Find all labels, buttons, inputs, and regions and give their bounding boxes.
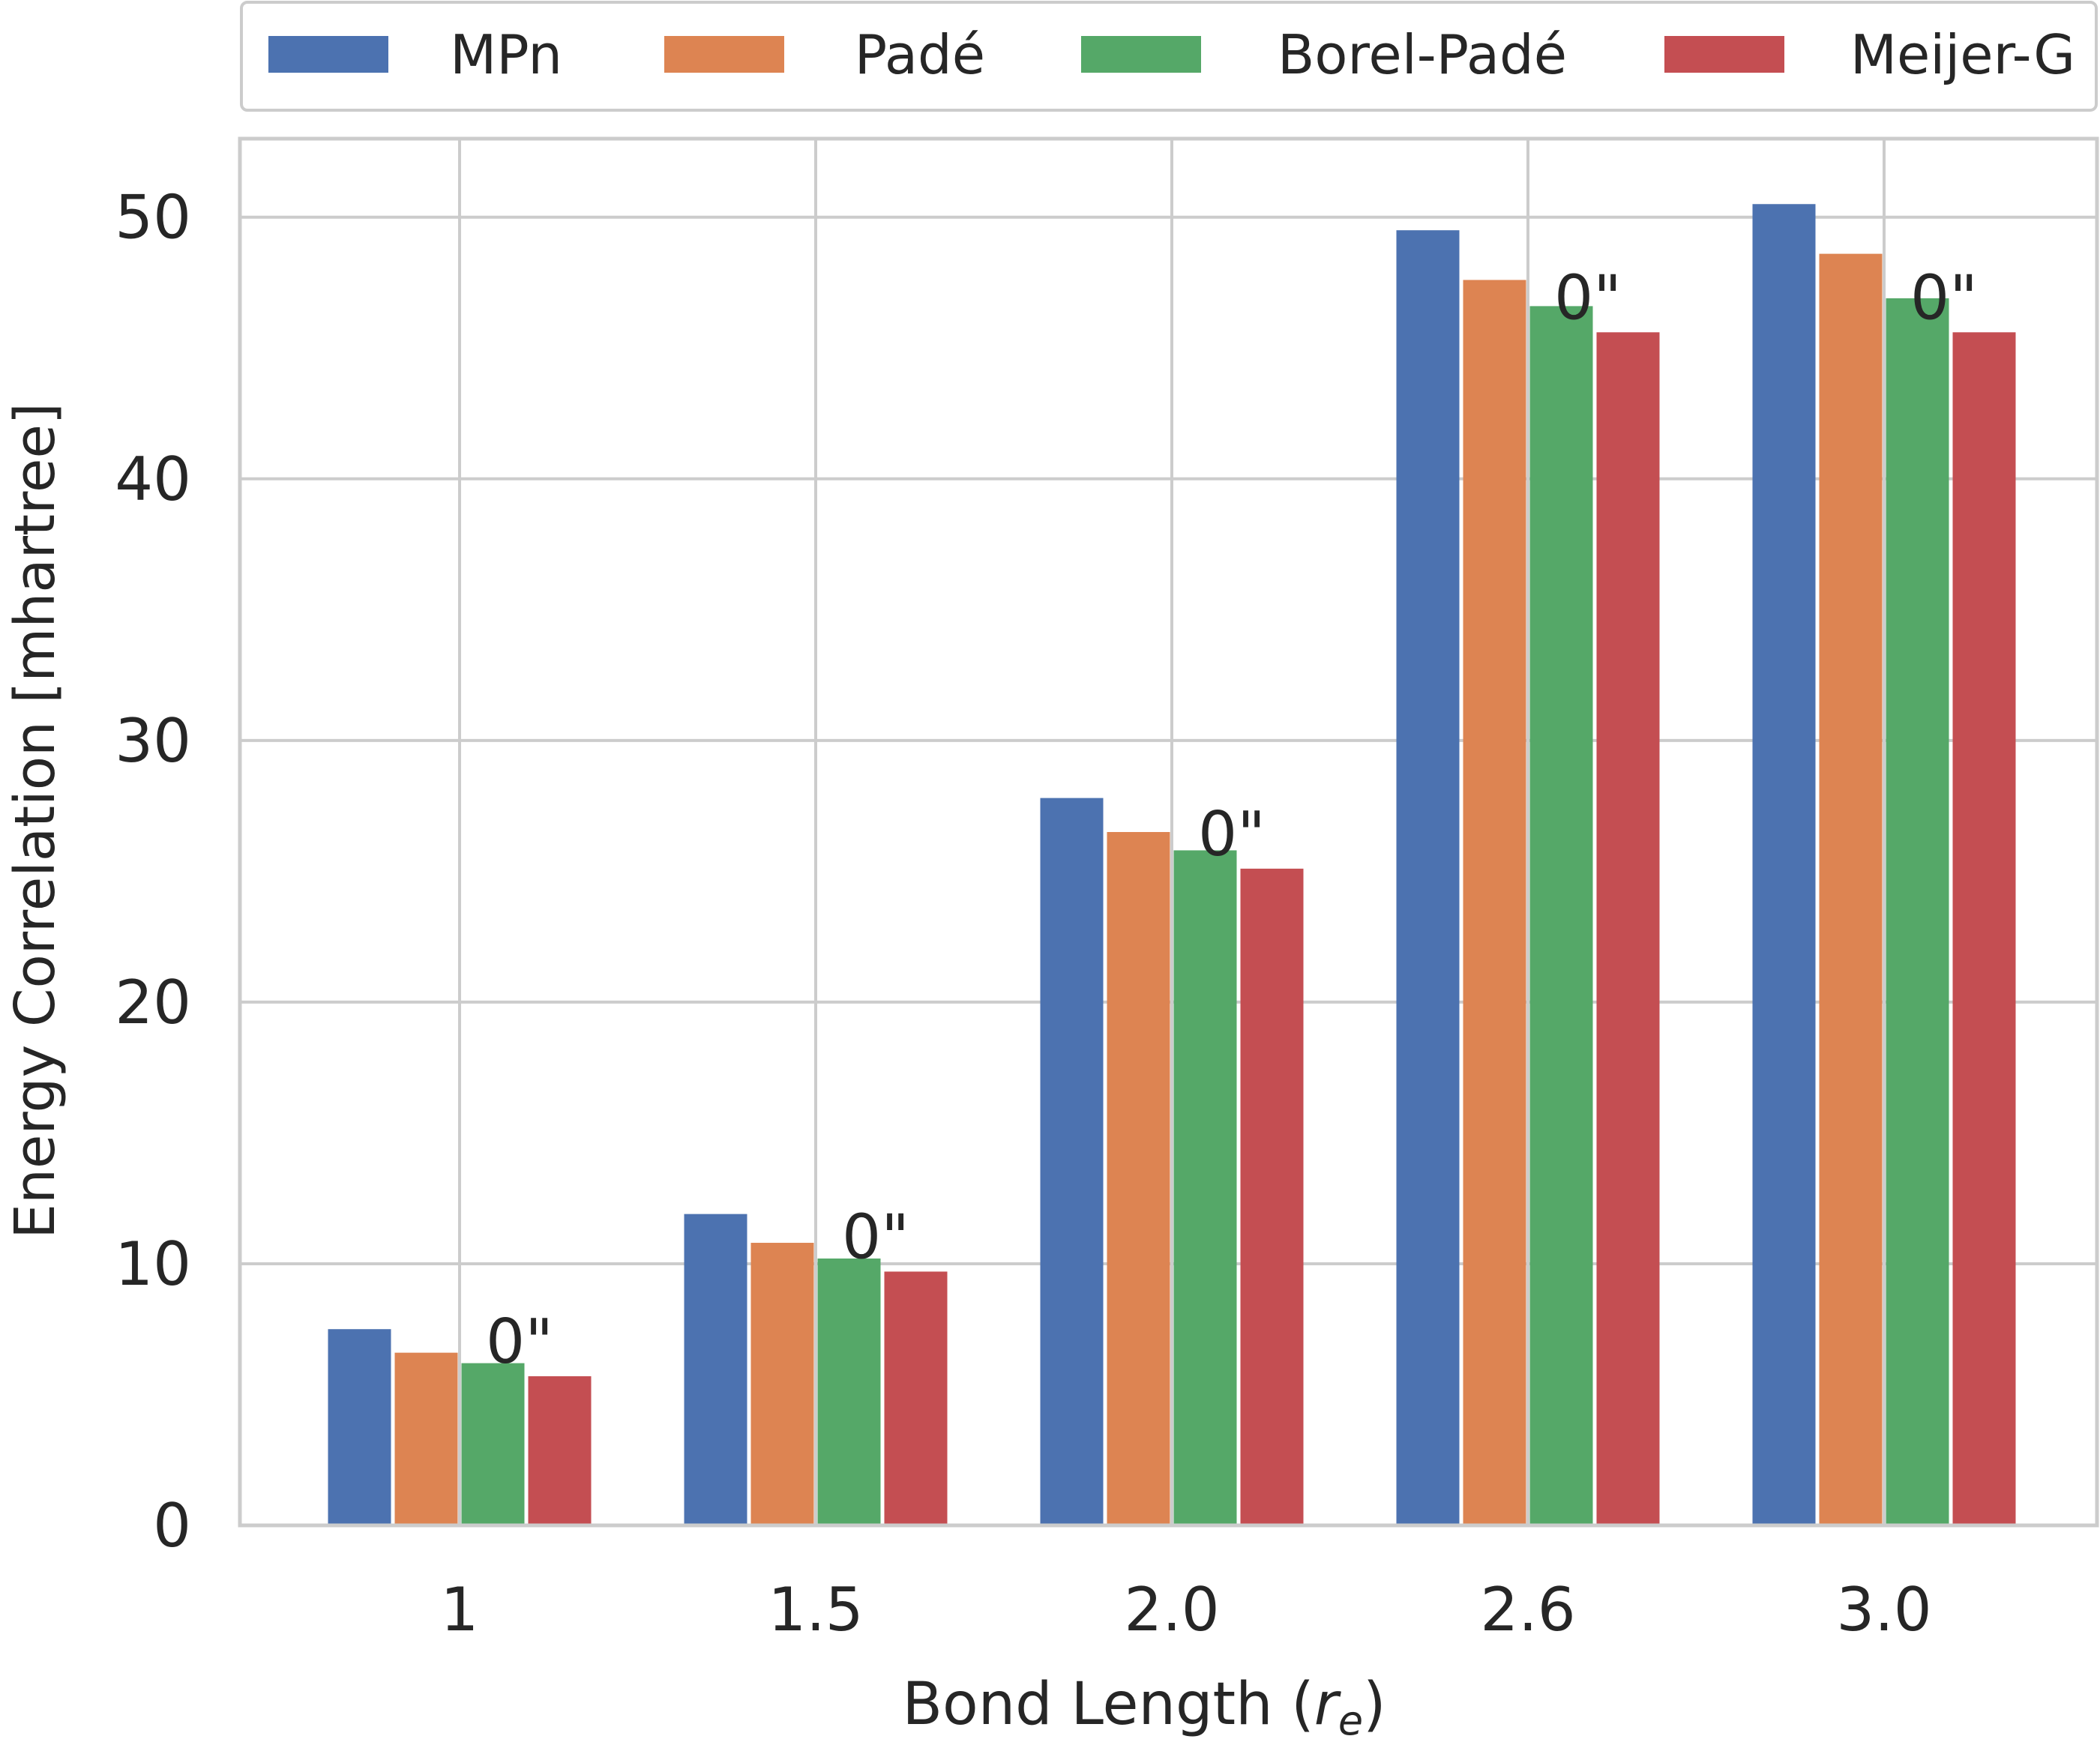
- plot-frame: [238, 136, 2099, 1528]
- legend-swatch: [1664, 36, 1784, 73]
- bars: [328, 204, 2016, 1525]
- bar: [750, 1243, 814, 1525]
- legend-label: Padé: [855, 23, 985, 86]
- bar-annotation: 0": [486, 1307, 553, 1378]
- y-tick-label: 40: [115, 444, 191, 514]
- bar: [817, 1258, 881, 1525]
- bar: [528, 1376, 592, 1525]
- x-axis-label-main: Bond Length (: [903, 1671, 1314, 1738]
- y-tick-label: 30: [115, 706, 191, 776]
- x-axis-label-variable: r: [1314, 1671, 1342, 1738]
- legend-label: Meijer-G: [1850, 23, 2075, 86]
- y-tick-label: 50: [115, 183, 191, 253]
- bar-annotation: 0": [1910, 262, 1978, 334]
- y-tick-labels: 0 10 20 30 40 50: [115, 183, 191, 1561]
- annotations: 0" 0" 0" 0" 0": [486, 262, 1978, 1378]
- bar: [461, 1363, 525, 1525]
- y-axis-label: Energy Correlation [mhartree]: [3, 403, 67, 1239]
- bar: [1040, 798, 1104, 1525]
- y-tick-label: 20: [115, 968, 191, 1037]
- bar: [1819, 253, 1883, 1525]
- x-axis-label-subscript: e: [1338, 1697, 1363, 1744]
- bar: [1752, 204, 1816, 1525]
- x-tick-label: 2.0: [1124, 1575, 1219, 1645]
- y-tick-label: 10: [115, 1229, 191, 1299]
- bar: [684, 1214, 747, 1525]
- legend-label: Borel-Padé: [1278, 23, 1567, 86]
- bar: [1529, 306, 1593, 1525]
- x-axis-label-end: ): [1363, 1671, 1386, 1738]
- x-tick-label: 1: [441, 1575, 479, 1645]
- legend-swatch: [1081, 36, 1201, 73]
- grid-lines: [240, 139, 2097, 1527]
- plot-border: [238, 136, 2099, 1528]
- bar: [1952, 332, 2016, 1525]
- bar: [394, 1352, 458, 1525]
- bar: [1886, 298, 1949, 1525]
- bar-annotation: 0": [1554, 262, 1622, 334]
- x-tick-label: 1.5: [768, 1575, 863, 1645]
- bar: [1107, 832, 1170, 1525]
- bar: [1173, 850, 1237, 1525]
- bar-annotation: 0": [842, 1202, 909, 1273]
- legend: MPn Padé Borel-Padé Meijer-G: [240, 1, 2098, 112]
- x-tick-label: 2.6: [1480, 1575, 1575, 1645]
- bar-annotation: 0": [1198, 799, 1266, 870]
- legend-swatch: [268, 36, 388, 73]
- x-tick-labels: 1 1.5 2.0 2.6 3.0: [441, 1575, 1932, 1645]
- bar: [1240, 868, 1304, 1525]
- bar: [1596, 332, 1660, 1525]
- bar: [884, 1271, 948, 1525]
- x-axis-label: Bond Length (re): [903, 1671, 1386, 1744]
- bar: [328, 1329, 391, 1525]
- legend-label: MPn: [450, 23, 562, 86]
- bar: [1396, 230, 1460, 1525]
- legend-swatch: [664, 36, 784, 73]
- x-tick-label: 3.0: [1836, 1575, 1931, 1645]
- bar: [1463, 280, 1526, 1525]
- y-tick-label: 0: [153, 1491, 191, 1561]
